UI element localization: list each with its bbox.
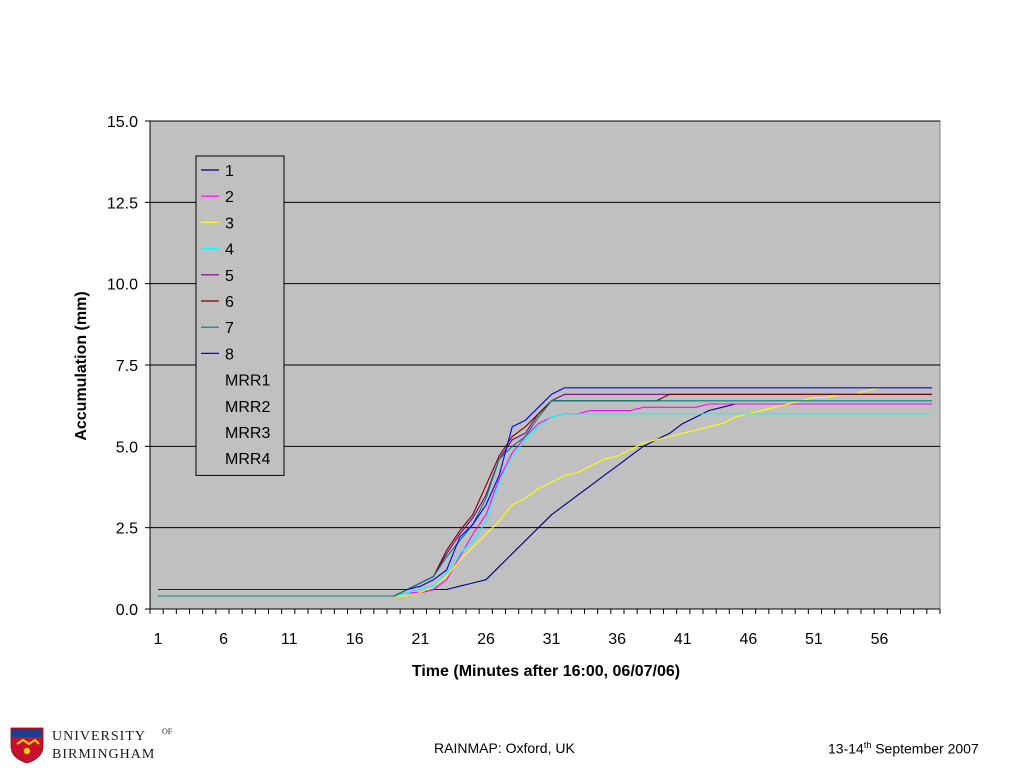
x-tick-labels: 1 6 11 16 21 26 31 36 41 46 51 56 [154,631,889,648]
legend-label: MRR2 [225,399,270,416]
series-layer [158,387,932,597]
footer-date-prefix: 13-14 [828,740,864,757]
y-tick-labels: 0.0 2.5 5.0 7.5 10.0 12.5 15.0 [107,114,138,619]
x-axis-label: Time (Minutes after 16:00, 06/07/06) [412,663,680,680]
legend-label: 2 [225,189,234,206]
university-logo: UNIVERSITY OF BIRMINGHAM [10,727,173,764]
series-line-3 [158,387,880,597]
axes [145,120,941,614]
logo-of-text: OF [162,727,173,736]
y-tick-label: 2.5 [116,521,138,538]
series-line-4 [158,413,932,597]
y-tick-label: 7.5 [116,358,138,375]
legend-label: 7 [225,320,234,337]
legend: 1 2 3 4 5 6 7 8 MRR1 MRR2 MRR3 MRR4 [195,155,285,476]
legend-label: 5 [225,268,234,285]
legend-label: 4 [225,242,234,259]
x-tick-label: 26 [477,631,495,648]
x-tick-label: 1 [154,631,163,648]
legend-label: MRR4 [225,451,270,468]
footer-date-sup: th [863,740,872,750]
x-tick-label: 56 [871,631,889,648]
logo-university-text: UNIVERSITY [52,729,146,744]
y-tick-label: 0.0 [116,602,138,619]
x-tick-label: 46 [739,631,757,648]
x-tick-label: 6 [219,631,228,648]
x-tick-label: 51 [805,631,823,648]
x-tick-label: 21 [411,631,429,648]
x-tick-label: 11 [281,631,298,648]
y-tick-label: 15.0 [107,114,138,131]
legend-label: 1 [225,163,234,180]
series-line-8 [158,387,932,591]
y-axis-label: Accumulation (mm) [73,291,90,440]
legend-label: MRR1 [225,373,270,390]
y-tick-label: 5.0 [116,439,138,456]
x-tick-label: 36 [608,631,626,648]
x-tick-label: 31 [543,631,561,648]
legend-label: 6 [225,294,234,311]
y-tick-label: 10.0 [107,277,138,294]
crest-icon [10,727,44,764]
x-tick-label: 16 [346,631,364,648]
legend-label: 8 [225,346,234,363]
legend-box [195,155,285,476]
legend-label: MRR3 [225,425,270,442]
y-tick-label: 12.5 [107,195,138,212]
footer-date: 13-14th September 2007 [828,740,979,757]
footer-date-suffix: September 2007 [871,740,979,757]
logo-birmingham-text: BIRMINGHAM [52,747,155,762]
legend-label: 3 [225,215,234,232]
footer-title: RAINMAP: Oxford, UK [434,740,575,756]
x-tick-label: 41 [674,631,692,648]
